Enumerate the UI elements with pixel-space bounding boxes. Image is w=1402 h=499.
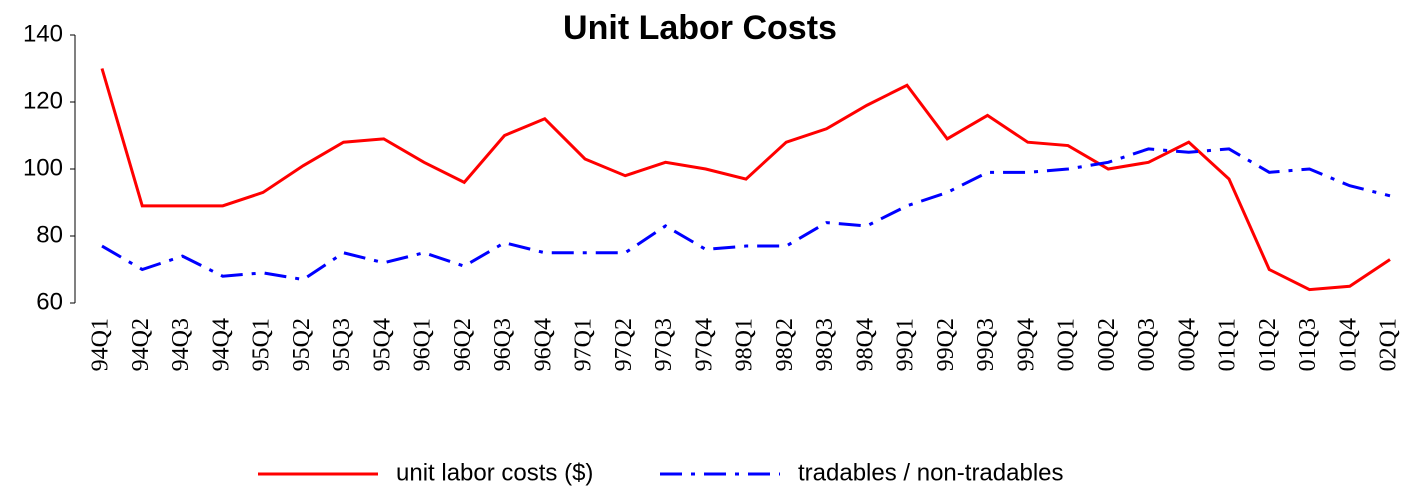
legend-label: unit labor costs ($) — [396, 459, 593, 486]
x-tick-label: 00Q4 — [1174, 318, 1200, 371]
x-tick-label: 98Q3 — [812, 318, 838, 371]
x-tick-label: 96Q3 — [490, 318, 516, 371]
x-tick-label: 99Q1 — [893, 318, 919, 371]
x-tick-label: 98Q4 — [852, 318, 878, 371]
x-tick-label: 97Q3 — [651, 318, 677, 371]
y-tick-label: 80 — [36, 221, 63, 248]
x-tick-label: 99Q4 — [1013, 318, 1039, 371]
x-tick-label: 98Q2 — [772, 318, 798, 371]
x-tick-label: 99Q3 — [973, 318, 999, 371]
x-tick-label: 94Q1 — [88, 318, 114, 371]
x-tick-label: 99Q2 — [933, 318, 959, 371]
chart-title: Unit Labor Costs — [563, 9, 837, 47]
x-tick-label: 00Q1 — [1054, 318, 1080, 371]
x-tick-label: 95Q1 — [249, 318, 275, 371]
x-tick-label: 01Q3 — [1295, 318, 1321, 371]
x-tick-label: 97Q4 — [691, 318, 717, 371]
x-tick-label: 94Q2 — [128, 318, 154, 371]
legend-label: tradables / non-tradables — [798, 459, 1064, 486]
y-tick-label: 140 — [23, 20, 63, 47]
y-tick-label: 60 — [36, 288, 63, 315]
x-tick-label: 94Q3 — [168, 318, 194, 371]
x-tick-label: 98Q1 — [732, 318, 758, 371]
x-tick-label: 96Q2 — [450, 318, 476, 371]
x-tick-label: 96Q4 — [530, 318, 556, 371]
x-tick-label: 94Q4 — [208, 318, 234, 371]
x-tick-label: 95Q2 — [289, 318, 315, 371]
x-tick-label: 97Q1 — [571, 318, 597, 371]
x-tick-label: 02Q1 — [1376, 318, 1402, 371]
x-tick-label: 95Q3 — [329, 318, 355, 371]
y-tick-label: 120 — [23, 87, 63, 114]
series-line — [100, 68, 1391, 292]
x-tick-label: 01Q4 — [1335, 318, 1361, 371]
x-tick-label: 01Q1 — [1215, 318, 1241, 371]
y-tick-label: 100 — [23, 154, 63, 181]
x-tick-label: 96Q1 — [410, 318, 436, 371]
x-tick-label: 00Q3 — [1134, 318, 1160, 371]
x-tick-label: 01Q2 — [1255, 318, 1281, 371]
series-line — [101, 147, 1391, 282]
x-tick-label: 95Q4 — [369, 318, 395, 371]
x-tick-label: 97Q2 — [611, 318, 637, 371]
x-tick-label: 00Q2 — [1094, 318, 1120, 371]
